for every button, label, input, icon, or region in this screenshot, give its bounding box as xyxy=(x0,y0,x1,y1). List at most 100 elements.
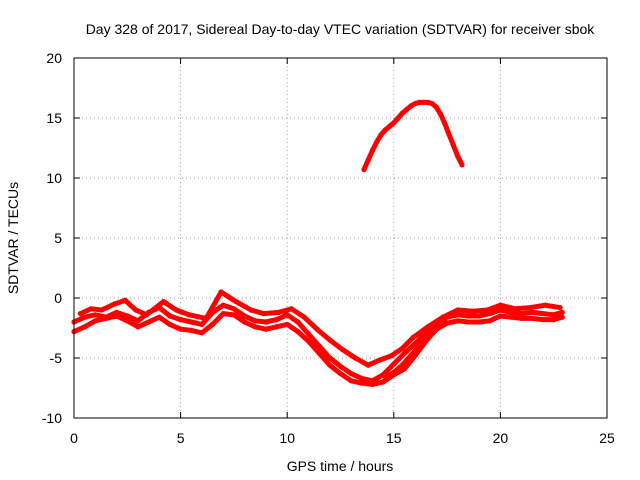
data-point xyxy=(446,132,452,138)
data-point xyxy=(111,301,118,307)
data-point xyxy=(527,305,533,311)
data-point xyxy=(508,314,514,320)
data-point xyxy=(403,107,410,113)
data-point xyxy=(199,321,205,327)
data-point xyxy=(551,312,557,318)
data-point xyxy=(438,111,444,117)
data-point xyxy=(288,306,295,312)
data-point xyxy=(429,101,435,107)
data-point xyxy=(188,319,194,325)
data-point xyxy=(348,378,354,384)
data-point xyxy=(160,299,167,305)
data-point xyxy=(412,341,418,347)
data-point xyxy=(376,357,382,363)
data-point xyxy=(508,309,514,315)
data-point xyxy=(425,333,431,339)
data-point xyxy=(220,302,226,308)
data-point xyxy=(124,318,130,324)
data-point xyxy=(442,121,448,127)
data-point xyxy=(551,317,557,323)
data-point xyxy=(365,157,371,163)
y-tick-label: 20 xyxy=(46,50,62,66)
data-point xyxy=(209,321,216,327)
data-point xyxy=(133,307,139,313)
x-tick-label: 0 xyxy=(70,430,78,446)
data-point xyxy=(352,355,359,361)
y-tick-label: 0 xyxy=(54,290,62,306)
data-point xyxy=(470,308,476,314)
data-point xyxy=(391,369,397,375)
data-point xyxy=(359,380,365,386)
data-point xyxy=(327,337,333,343)
plot-frame xyxy=(73,57,608,419)
data-point xyxy=(386,123,393,129)
data-point xyxy=(82,324,88,330)
chart-title: Day 328 of 2017, Sidereal Day-to-day VTE… xyxy=(86,21,596,37)
data-point xyxy=(559,309,565,315)
data-point xyxy=(327,362,333,368)
data-point xyxy=(455,318,461,324)
grid xyxy=(74,58,607,418)
data-point xyxy=(369,147,376,153)
x-tick-label: 20 xyxy=(493,430,509,446)
data-point xyxy=(408,103,414,109)
data-point xyxy=(455,312,461,318)
data-point xyxy=(241,319,248,325)
data-point xyxy=(231,306,237,312)
data-point xyxy=(433,324,440,330)
data-point xyxy=(233,299,239,305)
data-point xyxy=(284,321,290,327)
data-point xyxy=(88,306,94,312)
y-tick-label: -5 xyxy=(50,350,63,366)
data-point xyxy=(391,120,397,126)
x-axis-label: GPS time / hours xyxy=(287,458,394,474)
data-point xyxy=(442,318,448,324)
x-tick-label: 25 xyxy=(599,430,615,446)
data-point xyxy=(540,317,546,323)
data-point xyxy=(378,132,384,138)
data-point xyxy=(295,319,301,325)
data-point xyxy=(512,306,518,312)
data-point xyxy=(365,362,371,368)
data-point xyxy=(92,318,98,324)
data-point xyxy=(305,338,312,344)
data-point xyxy=(92,312,98,318)
data-point xyxy=(519,311,525,317)
data-point xyxy=(186,312,192,318)
data-point xyxy=(455,153,461,159)
data-point xyxy=(99,307,105,313)
data-point xyxy=(497,313,503,319)
data-point xyxy=(284,312,290,318)
data-point xyxy=(261,311,267,317)
data-point xyxy=(395,115,401,121)
data-point xyxy=(487,318,493,324)
data-point xyxy=(143,312,150,318)
data-point xyxy=(540,311,546,317)
data-point xyxy=(146,319,152,325)
data-point xyxy=(135,324,141,330)
data-point xyxy=(374,139,380,145)
data-point xyxy=(399,110,405,116)
data-point xyxy=(399,362,405,368)
series-line-sat-b xyxy=(71,311,565,387)
data-point xyxy=(559,314,565,320)
data-point xyxy=(199,330,205,336)
data-point xyxy=(316,350,322,356)
data-point xyxy=(382,127,388,133)
data-point xyxy=(263,326,269,332)
data-point xyxy=(301,314,307,320)
data-point xyxy=(173,307,179,313)
data-point xyxy=(337,363,344,369)
data-point xyxy=(497,307,503,313)
series-group xyxy=(71,99,565,387)
data-point xyxy=(465,313,472,319)
data-point xyxy=(82,314,88,320)
data-point xyxy=(416,343,422,349)
data-point xyxy=(455,307,461,313)
data-point xyxy=(252,318,258,324)
data-point xyxy=(77,311,83,317)
data-point xyxy=(416,99,422,105)
data-point xyxy=(519,315,525,321)
x-tick-label: 5 xyxy=(177,430,185,446)
x-tick-label: 10 xyxy=(279,430,295,446)
